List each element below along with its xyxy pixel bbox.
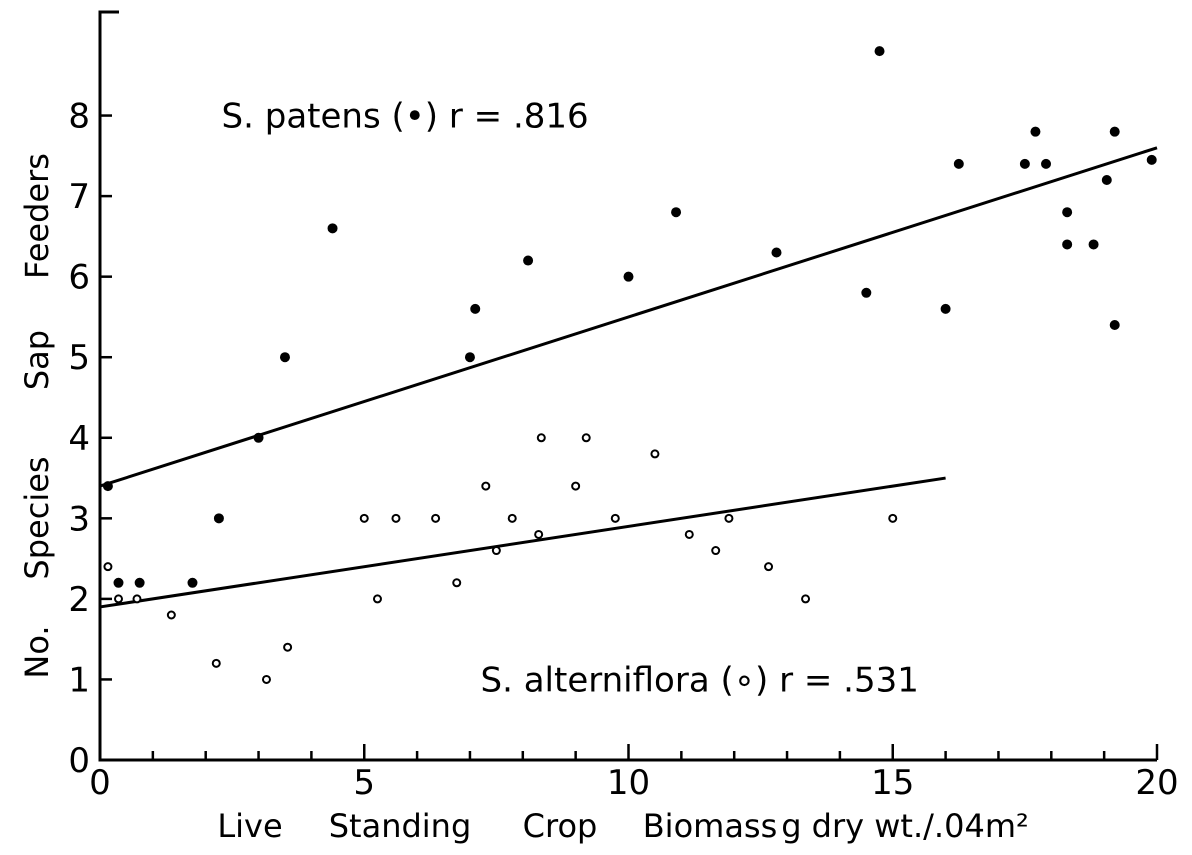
data-point-filled bbox=[327, 223, 338, 234]
x-axis-title-part: Standing bbox=[329, 807, 472, 845]
data-point-filled bbox=[771, 247, 782, 258]
data-point-open bbox=[711, 546, 721, 556]
data-point-filled bbox=[1030, 126, 1041, 137]
data-point-open bbox=[724, 513, 734, 523]
data-point-filled bbox=[464, 352, 475, 363]
x-tick-label: 0 bbox=[89, 763, 111, 803]
data-point-open bbox=[283, 642, 293, 652]
y-tick-label: 0 bbox=[68, 741, 90, 781]
x-tick-label: 10 bbox=[607, 763, 650, 803]
y-axis-ticks: 0 1 2 3 4 5 6 7 8 bbox=[68, 97, 112, 781]
data-point-filled bbox=[1062, 239, 1073, 250]
x-axis-title-part: Crop bbox=[523, 807, 598, 845]
fit-line-filled-series bbox=[99, 146, 1158, 488]
y-axis-title: No. Species Sap Feeders bbox=[18, 153, 56, 678]
data-point-open bbox=[113, 594, 123, 604]
x-axis-title-part: Biomass bbox=[643, 807, 778, 845]
data-point-filled bbox=[623, 271, 634, 282]
data-point-filled bbox=[470, 303, 481, 314]
x-axis-title-part: Live bbox=[217, 807, 282, 845]
y-tick-label: 8 bbox=[68, 97, 90, 137]
data-point-filled bbox=[279, 352, 290, 363]
data-point-open bbox=[581, 433, 591, 443]
regression-lines bbox=[99, 146, 1158, 609]
annotation-label: S. alterniflora (∘) r = .531 bbox=[481, 660, 919, 700]
data-point-filled bbox=[1088, 239, 1099, 250]
data-point-filled bbox=[253, 432, 264, 443]
data-point-open bbox=[491, 546, 501, 556]
data-point-open bbox=[391, 513, 401, 523]
data-point-filled bbox=[523, 255, 534, 266]
data-point-open bbox=[431, 513, 441, 523]
data-point-filled bbox=[940, 303, 951, 314]
data-point-open bbox=[166, 610, 176, 620]
data-point-filled bbox=[187, 577, 198, 588]
x-axis-title-part: g dry wt./.04m² bbox=[781, 807, 1029, 845]
x-tick-label: 20 bbox=[1135, 763, 1178, 803]
data-point-open bbox=[261, 674, 271, 684]
data-point-filled bbox=[671, 207, 682, 218]
data-point-open bbox=[103, 562, 113, 572]
data-point-filled bbox=[134, 577, 145, 588]
x-axis-ticks: 0 5 10 15 20 bbox=[89, 744, 1179, 803]
data-point-filled bbox=[1146, 154, 1157, 165]
data-point-filled bbox=[1019, 158, 1030, 169]
data-point-open bbox=[536, 433, 546, 443]
data-point-filled bbox=[1109, 126, 1120, 137]
data-point-filled bbox=[102, 481, 113, 492]
data-point-open bbox=[132, 594, 142, 604]
data-points bbox=[102, 46, 1157, 684]
data-point-open bbox=[610, 513, 620, 523]
annotation-label: S. patens (•) r = .816 bbox=[222, 97, 589, 137]
data-point-open bbox=[481, 481, 491, 491]
data-point-filled bbox=[1062, 207, 1073, 218]
data-point-filled bbox=[953, 158, 964, 169]
y-tick-label: 4 bbox=[68, 419, 90, 459]
data-point-open bbox=[372, 594, 382, 604]
data-point-open bbox=[801, 594, 811, 604]
x-tick-label: 15 bbox=[871, 763, 914, 803]
y-tick-label: 3 bbox=[68, 499, 90, 539]
data-point-open bbox=[359, 513, 369, 523]
data-point-filled bbox=[1109, 320, 1120, 330]
y-tick-label: 2 bbox=[68, 580, 90, 620]
data-point-filled bbox=[861, 287, 872, 298]
y-axis-title-part: Sap bbox=[18, 330, 56, 390]
x-axis-title: Live Standing Crop Biomass g dry wt./.04… bbox=[217, 807, 1028, 845]
data-point-filled bbox=[113, 577, 124, 588]
y-axis-title-part: Species bbox=[18, 456, 56, 579]
annotations: S. patens (•) r = .816 S. alterniflora (∘… bbox=[222, 97, 919, 701]
y-tick-label: 1 bbox=[68, 660, 90, 700]
data-point-open bbox=[888, 513, 898, 523]
y-tick-label: 5 bbox=[68, 338, 90, 378]
y-tick-label: 6 bbox=[68, 258, 90, 298]
y-axis-title-part: No. bbox=[18, 625, 56, 678]
y-tick-label: 7 bbox=[68, 177, 90, 217]
data-point-filled bbox=[213, 513, 224, 524]
data-point-open bbox=[571, 481, 581, 491]
data-point-open bbox=[534, 529, 544, 539]
y-axis-title-part: Feeders bbox=[18, 153, 56, 279]
x-tick-label: 5 bbox=[353, 763, 375, 803]
data-point-filled bbox=[1041, 158, 1052, 169]
data-point-open bbox=[452, 578, 462, 588]
data-point-open bbox=[507, 513, 517, 523]
data-point-filled bbox=[874, 46, 885, 57]
data-point-open bbox=[211, 658, 221, 668]
data-point-open bbox=[684, 529, 694, 539]
data-point-filled bbox=[1101, 175, 1112, 185]
data-point-open bbox=[764, 562, 774, 572]
fit-line-open-series bbox=[99, 476, 946, 609]
data-point-open bbox=[650, 449, 660, 459]
